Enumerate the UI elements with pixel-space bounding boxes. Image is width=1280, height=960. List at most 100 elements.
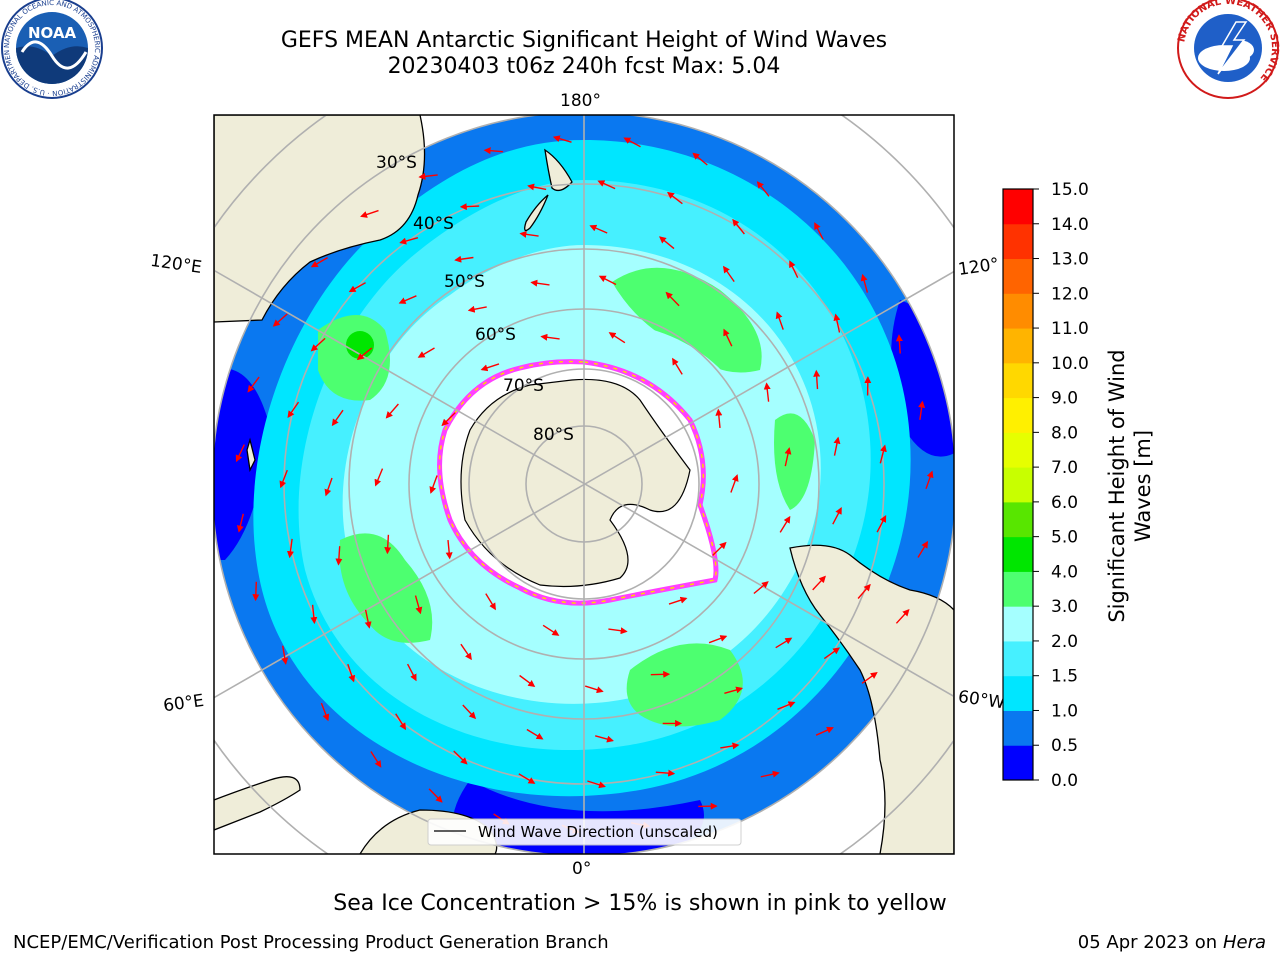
wind-wave-arrow [777,701,796,710]
wind-wave-arrow [587,780,606,789]
wind-wave-arrow [584,685,604,694]
wind-wave-arrow [650,670,671,678]
wind-wave-arrow [281,645,289,665]
colorbar-segment [1003,745,1033,781]
wind-wave-arrow [753,581,769,595]
colorbar-tick-label: 0.5 [1051,736,1078,756]
wind-wave-arrow [453,750,468,765]
sea-ice-note: Sea Ice Concentration > 15% is shown in … [333,891,947,916]
wind-wave-arrow [879,444,887,464]
colorbar-segment [1003,328,1033,364]
colorbar-segment [1003,293,1033,329]
wind-wave-arrow [530,279,550,287]
wind-wave-arrow [595,735,614,743]
wind-wave-arrow [925,470,934,490]
wind-wave-arrow [760,770,780,778]
footer-date-text: 05 Apr 2023 on [1077,932,1223,953]
wind-wave-arrow [784,447,792,467]
colorbar-tick-label: 2.0 [1051,632,1078,652]
wind-wave-arrow [720,742,740,750]
wind-wave-arrow [459,203,480,211]
lon-label-120w: 120° [957,254,1000,280]
lon-label-180: 180° [560,91,601,111]
lon-label-60w: 60°W [957,687,1006,713]
wind-wave-arrow [712,541,727,556]
wind-wave-arrow [485,593,496,611]
wind-wave-arrow [598,275,617,286]
wind-wave-arrow [441,412,456,427]
wind-wave-arrow [708,635,728,644]
colorbar-tick-label: 9.0 [1051,389,1078,409]
map-frame [213,114,955,855]
noaa-logo: NATIONAL OCEANIC AND ATMOSPHERIC ADMINIS… [0,0,103,99]
colorbar-tick-label: 11.0 [1051,319,1089,339]
wind-wave-arrow [730,474,739,493]
wind-wave-arrow [779,515,791,533]
colorbar-border [1002,188,1034,781]
wind-wave-arrow [356,347,373,361]
lon-label-120e: 120°E [149,251,203,278]
antarctica [437,359,719,606]
lat-label-50: 50°S [444,272,485,292]
lat-label-30: 30°S [376,153,417,173]
wind-wave-arrow [385,403,399,419]
wind-wave-arrow [324,477,333,497]
noaa-text: NOAA [28,24,77,42]
wind-wave-arrow [526,728,544,740]
wind-wave-arrow [722,265,735,283]
wind-wave-arrow [310,256,328,268]
wind-wave-arrow [917,540,929,558]
wind-wave-arrow [460,643,472,661]
wind-wave-arrow [823,647,841,660]
wind-wave-arrow [483,147,503,155]
map-legend: Wind Wave Direction (unscaled) [427,818,742,846]
wind-wave-arrow [832,507,842,525]
wind-wave-arrow [715,408,723,428]
wind-wave-arrow [331,409,344,427]
wind-wave-arrow [406,663,417,682]
wind-wave-arrow [519,674,536,688]
wind-wave-arrow [480,363,500,372]
wind-wave-arrow [876,515,887,533]
wind-wave-arrow [519,230,539,238]
colorbar-tick-label: 10.0 [1051,354,1089,374]
wind-wave-arrow [348,282,366,293]
colorbar-tick-label: 13.0 [1051,250,1089,270]
legend-label: Wind Wave Direction (unscaled) [478,823,718,841]
wind-wave-arrow [279,469,288,489]
colorbar-segment [1003,223,1033,260]
colorbar-ticks: 0.0 0.5 1.0 1.5 2.0 3.0 4.0 5.0 6.0 7.0 8.0 9.0 10.0… [1033,180,1089,791]
colorbar-tick-label: 0.0 [1051,771,1078,791]
wind-wave-arrow [659,236,675,250]
wind-wave-arrow [429,475,438,494]
colorbar-label-line2: Waves [m] [1131,430,1155,542]
wind-wave-arrow [399,237,419,245]
colorbar-tick-label: 1.5 [1051,667,1078,687]
wind-wave-arrow [723,328,733,347]
wind-wave-arrow [418,172,438,180]
wind-wave-arrow [272,313,288,327]
chart-subtitle: 20230403 t06z 240h fcst Max: 5.04 [387,54,781,79]
colorbar-tick-label: 12.0 [1051,284,1089,304]
colorbar-segment [1003,675,1033,711]
wind-wave-arrow [310,337,326,352]
colorbar-segment [1003,258,1033,294]
colorbar-tick-label: 4.0 [1051,562,1078,582]
colorbar-segment [1003,606,1033,642]
wind-wave-arrows [235,135,934,834]
colorbar-segment [1003,536,1033,572]
wind-wave-arrow [287,401,300,419]
lon-label-0: 0° [572,859,591,879]
lon-label-60e: 60°E [162,691,205,716]
colorbar [1002,188,1034,781]
colorbar-segment [1003,571,1033,607]
colorbar-segment [1003,710,1033,746]
wind-wave-arrow [860,273,869,293]
wind-wave-arrow [527,183,547,191]
wind-wave-arrow [895,334,903,354]
wind-wave-arrow [320,702,330,722]
wind-wave-arrow [347,663,356,683]
wind-wave-arrow [247,376,260,393]
wind-wave-arrow [814,222,824,240]
